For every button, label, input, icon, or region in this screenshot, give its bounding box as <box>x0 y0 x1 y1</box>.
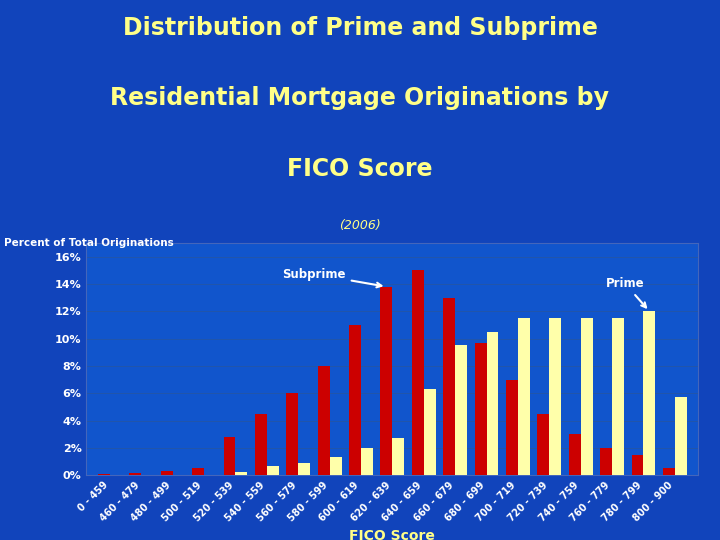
Bar <box>361 448 373 475</box>
Text: Subprime: Subprime <box>282 268 382 287</box>
Bar <box>412 271 424 475</box>
X-axis label: FICO Score: FICO Score <box>349 529 436 540</box>
Bar <box>130 473 141 475</box>
Text: (2006): (2006) <box>339 219 381 232</box>
Bar <box>161 471 173 475</box>
Bar <box>349 325 361 475</box>
Bar <box>537 414 549 475</box>
Bar <box>444 298 455 475</box>
Text: Distribution of Prime and Subprime: Distribution of Prime and Subprime <box>122 16 598 40</box>
Bar <box>487 332 498 475</box>
Bar <box>392 438 405 475</box>
Bar <box>330 457 341 475</box>
Bar <box>663 468 675 475</box>
Bar <box>424 389 436 475</box>
Bar <box>675 397 687 475</box>
Bar <box>235 472 248 475</box>
Bar <box>631 455 644 475</box>
Bar <box>600 448 612 475</box>
Bar <box>455 346 467 475</box>
Bar <box>192 468 204 475</box>
Bar <box>581 318 593 475</box>
Bar <box>255 414 267 475</box>
Text: Residential Mortgage Originations by: Residential Mortgage Originations by <box>110 86 610 110</box>
Bar <box>380 287 392 475</box>
Bar <box>644 311 655 475</box>
Bar <box>267 465 279 475</box>
Bar <box>223 437 235 475</box>
Bar <box>98 474 110 475</box>
Bar <box>549 318 562 475</box>
Text: FICO Score: FICO Score <box>287 157 433 180</box>
Bar <box>474 343 487 475</box>
Bar <box>569 434 581 475</box>
Bar <box>287 393 298 475</box>
Bar <box>612 318 624 475</box>
Text: Percent of Total Originations: Percent of Total Originations <box>4 238 174 248</box>
Bar <box>318 366 330 475</box>
Bar <box>518 318 530 475</box>
Bar <box>506 380 518 475</box>
Text: Prime: Prime <box>606 277 646 307</box>
Bar <box>298 463 310 475</box>
